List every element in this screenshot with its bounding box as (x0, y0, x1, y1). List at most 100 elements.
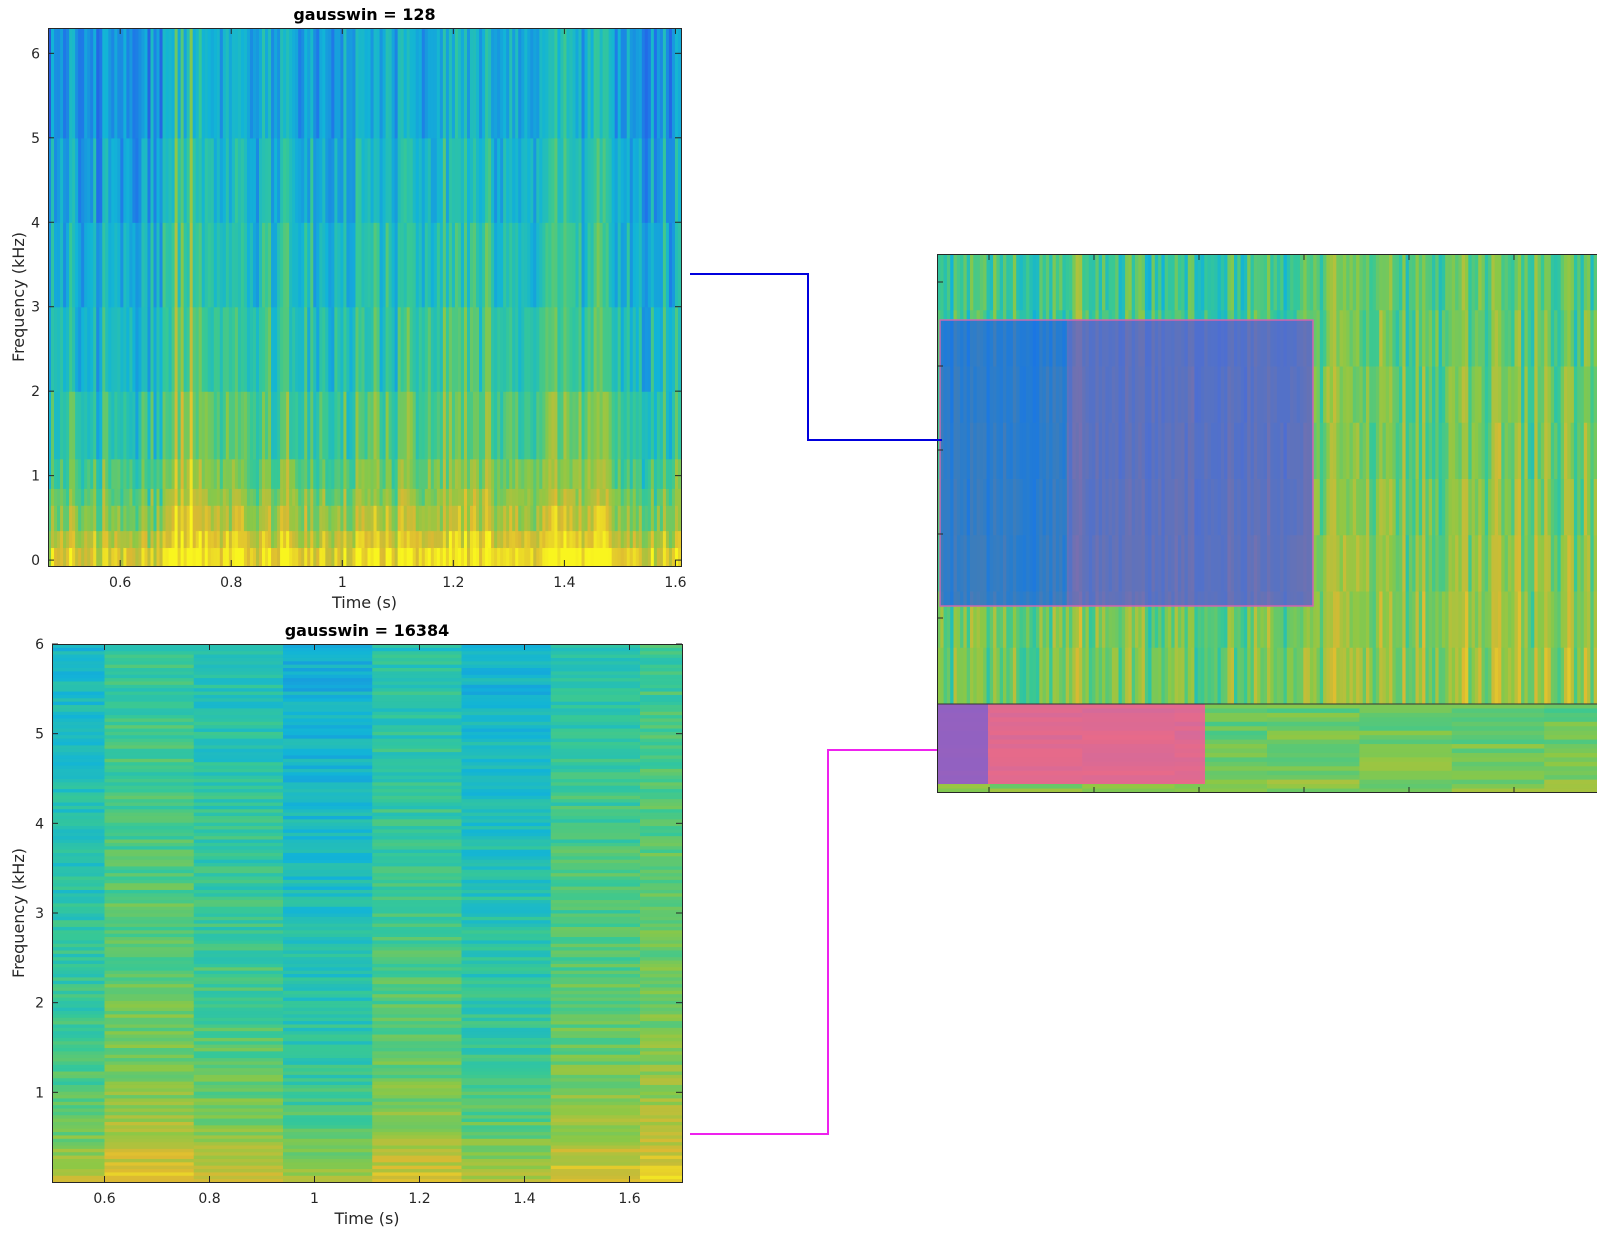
spectrogram-cell (677, 306, 681, 392)
zoom-inset (937, 254, 1597, 793)
spectrogram-cell (193, 939, 284, 944)
inset-cell (1408, 422, 1413, 480)
inset-cell (1402, 422, 1407, 480)
spectrogram-cell (126, 306, 130, 392)
spectrogram-cell (358, 391, 363, 460)
spectrogram-cell (557, 488, 562, 506)
spectrogram-cell (665, 137, 670, 223)
spectrogram-cell (66, 306, 70, 392)
spectrogram-cell (376, 306, 381, 392)
spectrogram-cell (52, 1148, 105, 1153)
spectrogram-cell (52, 946, 105, 951)
spectrogram-cell (207, 505, 212, 532)
spectrogram-cell (461, 647, 552, 652)
spectrogram-cell (563, 530, 568, 549)
spectrogram-cell (93, 530, 97, 549)
inset-cell (1455, 254, 1459, 311)
spectrogram-cell (412, 391, 417, 460)
spectrogram-cell (548, 306, 552, 392)
spectrogram-cell (52, 664, 105, 669)
spectrogram-cell (372, 939, 462, 944)
spectrogram-cell (193, 876, 284, 880)
inset-cell (1451, 422, 1456, 480)
spectrogram-cell (533, 28, 537, 139)
inset-cell (1072, 647, 1077, 705)
spectrogram-cell (355, 28, 360, 139)
spectrogram-cell (550, 657, 641, 662)
inset-cell (1379, 310, 1384, 368)
spectrogram-cell (249, 505, 254, 532)
spectrogram-cell (108, 222, 112, 308)
spectrogram-cell (563, 137, 568, 223)
spectrogram-cell (461, 758, 552, 763)
inset-cell (1392, 254, 1397, 311)
spectrogram-cell (193, 684, 284, 689)
spectrogram-cell (319, 391, 323, 460)
spectrogram-cell (237, 391, 242, 460)
spectrogram-cell (461, 872, 552, 877)
spectrogram-cell (60, 505, 64, 532)
spectrogram-cell (550, 1074, 641, 1079)
spectrogram-cell (283, 744, 373, 749)
spectrogram-cell (328, 28, 332, 139)
spectrogram-cell (485, 306, 489, 392)
inset-cell (1342, 479, 1347, 536)
spectrogram-cell (138, 28, 143, 139)
spectrogram-cell (463, 488, 468, 506)
inset-cell (1174, 591, 1179, 649)
inset-cell (1425, 479, 1430, 536)
spectrogram-cell (93, 547, 97, 566)
inset-cell (1402, 310, 1407, 368)
spectrogram-cell (461, 1054, 552, 1059)
inset-cell (943, 591, 948, 649)
spectrogram-cell (52, 1077, 105, 1082)
spectrogram-cell (372, 677, 462, 682)
spectrogram-cell (283, 993, 373, 998)
spectrogram-cell (550, 738, 641, 743)
inset-cell (1484, 422, 1489, 480)
spectrogram-cell (635, 547, 640, 566)
spectrogram-cell (463, 547, 468, 566)
spectrogram-cell (461, 768, 552, 773)
spectrogram-cell (372, 886, 462, 890)
spectrogram-cell (123, 306, 127, 392)
spectrogram-cell (193, 738, 284, 743)
spectrogram-cell (283, 818, 373, 823)
spectrogram-cell (530, 488, 534, 506)
spectrogram-cell (640, 1134, 683, 1139)
spectrogram-cell (168, 458, 173, 489)
spectrogram-cell (550, 872, 641, 877)
inset-cell (1036, 591, 1040, 649)
spectrogram-cell (620, 28, 625, 139)
spectrogram-cell (448, 458, 453, 489)
inset-cell (1230, 647, 1235, 705)
spectrogram-cell (524, 488, 528, 506)
spectrogram-cell (274, 306, 278, 392)
spectrogram-cell (617, 391, 622, 460)
spectrogram-cell (52, 660, 105, 665)
inset-cell (1237, 647, 1242, 705)
spectrogram-cell (313, 458, 317, 489)
spectrogram-cell (193, 1037, 284, 1042)
inset-cell (1108, 647, 1113, 705)
inset-cell (1564, 479, 1568, 536)
spectrogram-cell (231, 458, 236, 489)
spectrogram-cell (104, 670, 195, 675)
spectrogram-cell (521, 505, 525, 532)
inset-cell (1474, 422, 1479, 480)
spectrogram-cell (524, 547, 528, 566)
spectrogram-cell (461, 711, 552, 716)
spectrogram-cell (372, 879, 462, 884)
inset-cell (1517, 310, 1522, 368)
inset-cell (1451, 254, 1456, 311)
inset-cell (1062, 591, 1067, 649)
spectrogram-cell (382, 505, 387, 532)
spectrogram-cell (193, 664, 284, 669)
spectrogram-cell (650, 222, 655, 308)
spectrogram-cell (640, 751, 683, 756)
spectrogram-cell (379, 547, 384, 566)
spectrogram-cell (280, 488, 284, 506)
spectrogram-cell (104, 902, 195, 907)
spectrogram-cell (641, 222, 646, 308)
spectrogram-cell (373, 28, 378, 139)
